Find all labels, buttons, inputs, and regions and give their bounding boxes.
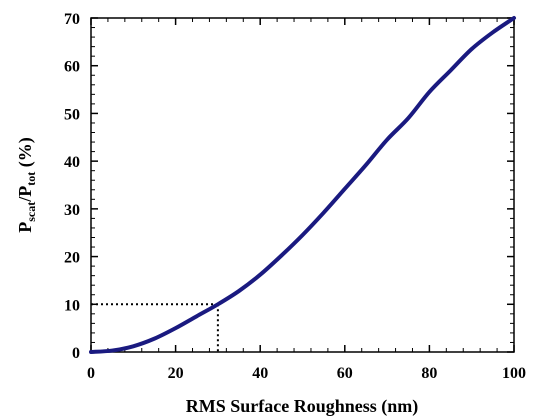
y-axis-title-sub2: tot <box>24 172 38 186</box>
x-tick-label: 100 <box>502 365 526 382</box>
series-line <box>89 16 516 354</box>
y-axis-title: Pscat/Ptot (%) <box>15 137 38 233</box>
x-axis-title: RMS Surface Roughness (nm) <box>186 396 419 417</box>
y-tick-label: 20 <box>64 250 80 267</box>
y-axis-title-p2: P <box>15 186 35 197</box>
y-axis-title-p1: P <box>15 222 35 233</box>
x-tick-labels: 0 20 40 60 80 100 <box>87 365 526 382</box>
y-tick-label: 60 <box>64 59 80 76</box>
major-ticks <box>90 17 515 353</box>
x-tick-label: 0 <box>87 365 95 382</box>
y-tick-label: 30 <box>64 202 80 219</box>
y-tick-labels: 0 10 20 30 40 50 60 70 <box>64 11 80 362</box>
y-tick-label: 50 <box>64 106 80 123</box>
reference-lines <box>91 303 219 352</box>
y-tick-label: 70 <box>64 11 80 28</box>
x-tick-label: 20 <box>168 365 184 382</box>
y-axis-title-slash: / <box>15 196 35 203</box>
x-tick-label: 60 <box>337 365 353 382</box>
y-tick-label: 10 <box>64 297 80 314</box>
x-tick-label: 80 <box>421 365 437 382</box>
y-axis-title-sub1: scat <box>24 202 38 222</box>
y-tick-label: 0 <box>72 345 80 362</box>
x-tick-label: 40 <box>252 365 268 382</box>
y-tick-label: 40 <box>64 154 80 171</box>
plot-frame <box>90 17 515 353</box>
y-axis-title-unit: (%) <box>15 137 36 172</box>
